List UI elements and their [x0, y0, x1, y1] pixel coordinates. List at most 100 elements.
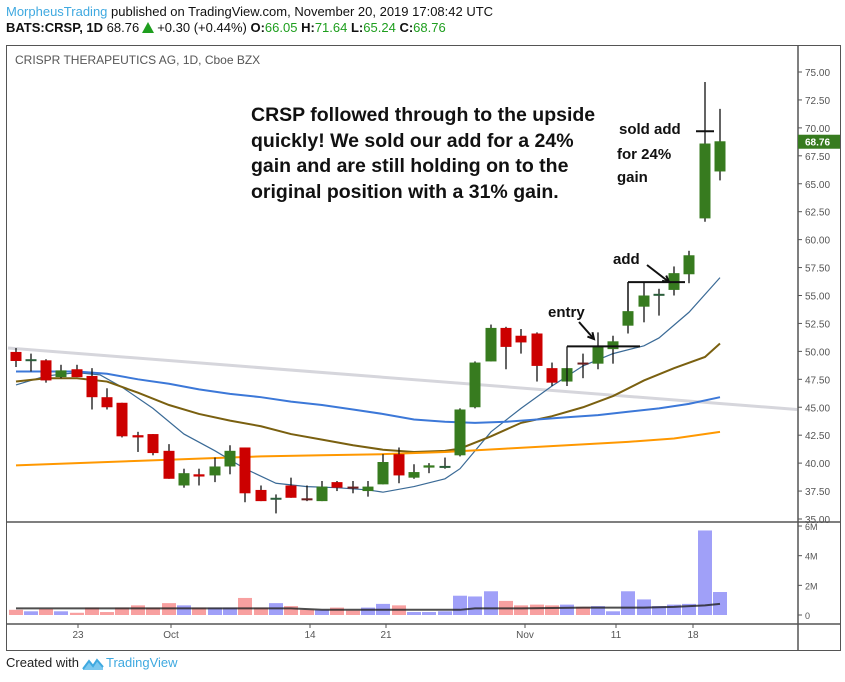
- volume-bar: [346, 610, 360, 615]
- volume-bar: [54, 611, 68, 615]
- candle-body[interactable]: [531, 333, 543, 366]
- last-price: 68.76: [106, 20, 140, 35]
- candle-body[interactable]: [699, 143, 711, 219]
- volume-bar: [621, 591, 635, 615]
- symbol-info: BATS:CRSP, 1D 68.76 +0.30 (+0.44%) O:66.0…: [6, 20, 446, 35]
- candle-body[interactable]: [270, 497, 282, 500]
- candle-body[interactable]: [469, 362, 481, 408]
- candle-body[interactable]: [377, 462, 389, 485]
- candle-body[interactable]: [116, 402, 128, 437]
- volume-bar: [667, 604, 681, 615]
- volume-bar: [177, 605, 191, 615]
- candle-body[interactable]: [607, 341, 619, 350]
- trendline[interactable]: [7, 346, 798, 411]
- candle-body[interactable]: [193, 474, 205, 477]
- candle-body[interactable]: [301, 498, 313, 501]
- close-label: C:: [399, 20, 414, 35]
- volume-tick-label: 2M: [805, 581, 818, 591]
- candle-body[interactable]: [485, 327, 497, 362]
- candle-body[interactable]: [209, 466, 221, 476]
- candle-body[interactable]: [86, 375, 98, 398]
- candle-body[interactable]: [577, 362, 589, 365]
- published-text: published on TradingView.com, November 2…: [107, 4, 494, 19]
- low-value: 65.24: [363, 20, 396, 35]
- candle-body[interactable]: [714, 141, 726, 172]
- add-annotation: add: [613, 251, 640, 268]
- candle-body[interactable]: [132, 435, 144, 438]
- price-tick-label: 62.50: [805, 208, 830, 219]
- entry-annotation: entry: [548, 304, 585, 321]
- candle-body[interactable]: [439, 465, 451, 468]
- candle-body[interactable]: [163, 450, 175, 479]
- price-tick-label: 70.00: [805, 124, 830, 135]
- tradingview-logo-icon: [82, 658, 104, 670]
- add-arrow-icon: [646, 264, 670, 283]
- chart-title: CRISPR THERAPEUTICS AG, 1D, Cboe BZX: [15, 53, 261, 67]
- candle-body[interactable]: [653, 293, 665, 296]
- volume-bar: [115, 607, 129, 615]
- candle-body[interactable]: [40, 360, 52, 381]
- tradingview-brand-link[interactable]: TradingView: [105, 655, 178, 670]
- candle-body[interactable]: [683, 255, 695, 275]
- volume-bar: [330, 607, 344, 615]
- candle-body[interactable]: [25, 359, 37, 362]
- moving-average-ma20: [15, 342, 721, 453]
- candle-body[interactable]: [546, 368, 558, 383]
- price-tick-label: 35.00: [805, 515, 830, 526]
- volume-bar: [284, 606, 298, 615]
- price-tick-label: 40.00: [805, 459, 830, 470]
- price-tick-label: 57.50: [805, 264, 830, 275]
- price-tick-label: 50.00: [805, 347, 830, 358]
- price-tick-label: 45.00: [805, 403, 830, 414]
- candle-body[interactable]: [423, 465, 435, 468]
- chart-frame: [6, 45, 841, 651]
- candle-body[interactable]: [393, 454, 405, 476]
- candle-body[interactable]: [638, 295, 650, 307]
- volume-bar: [131, 605, 145, 615]
- sold-add-annotation-line2: for 24%: [617, 146, 672, 163]
- candle-body[interactable]: [147, 434, 159, 454]
- price-tick-label: 67.50: [805, 152, 830, 163]
- price-tick-label: 52.50: [805, 319, 830, 330]
- volume-bar: [530, 604, 544, 615]
- candle-body[interactable]: [255, 489, 267, 502]
- candle-body[interactable]: [178, 473, 190, 486]
- price-tick-label: 47.50: [805, 375, 830, 386]
- last-price-badge: [798, 134, 840, 149]
- volume-bar: [484, 591, 498, 615]
- candle-body[interactable]: [347, 486, 359, 489]
- candle-body[interactable]: [316, 486, 328, 502]
- price-tick-label: 37.50: [805, 487, 830, 498]
- candle-body[interactable]: [362, 486, 374, 492]
- candle-body[interactable]: [10, 351, 22, 361]
- price-tick-label: 60.00: [805, 236, 830, 247]
- price-tick-label: 42.50: [805, 431, 830, 442]
- candle-body[interactable]: [224, 450, 236, 467]
- candle-body[interactable]: [592, 345, 604, 364]
- candle-body[interactable]: [454, 409, 466, 456]
- volume-bar: [438, 611, 452, 615]
- price-change: +0.30 (+0.44%): [157, 20, 247, 35]
- volume-bar: [652, 606, 666, 615]
- volume-bar: [698, 530, 712, 615]
- volume-bar: [254, 607, 268, 615]
- candle-body[interactable]: [622, 311, 634, 326]
- candle-body[interactable]: [55, 370, 67, 378]
- volume-bar: [407, 612, 421, 615]
- sold-add-annotation-line3: gain: [617, 169, 648, 186]
- candle-body[interactable]: [331, 482, 343, 488]
- up-triangle-icon: [142, 22, 155, 33]
- candle-body[interactable]: [408, 472, 420, 478]
- candle-body[interactable]: [515, 335, 527, 343]
- candle-body[interactable]: [101, 397, 113, 408]
- volume-bar: [468, 596, 482, 615]
- volume-bar: [223, 607, 237, 615]
- candle-body[interactable]: [239, 447, 251, 494]
- time-tick-label: 11: [611, 630, 622, 641]
- candle-body[interactable]: [71, 369, 83, 378]
- candle-body[interactable]: [500, 327, 512, 347]
- candle-body[interactable]: [285, 485, 297, 498]
- volume-bar: [453, 595, 467, 615]
- author-link[interactable]: MorpheusTrading: [6, 4, 108, 19]
